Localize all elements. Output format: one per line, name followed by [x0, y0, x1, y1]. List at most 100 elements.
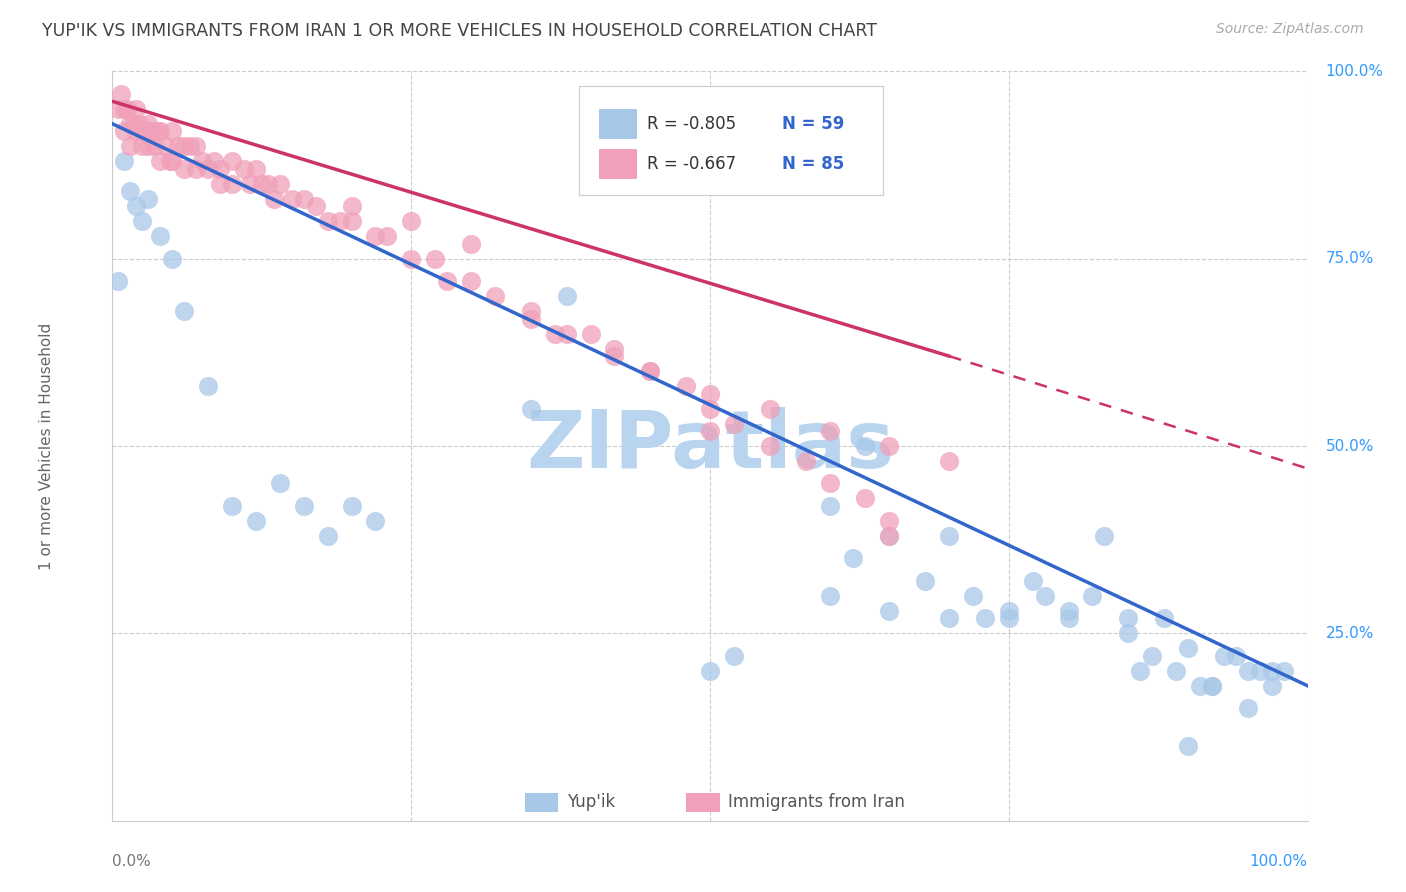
Point	[269, 476, 291, 491]
Point	[221, 177, 243, 191]
Text: Source: ZipAtlas.com: Source: ZipAtlas.com	[1216, 22, 1364, 37]
Point	[1057, 611, 1080, 625]
Point	[998, 611, 1021, 625]
Point	[186, 161, 208, 176]
Point	[209, 177, 232, 191]
Point	[114, 124, 135, 138]
Point	[159, 154, 181, 169]
Point	[292, 192, 315, 206]
Point	[699, 424, 721, 438]
Point	[1177, 739, 1199, 753]
Point	[1142, 648, 1164, 663]
Point	[543, 326, 565, 341]
Point	[1225, 648, 1247, 663]
Point	[818, 589, 841, 603]
Point	[131, 139, 153, 153]
Point	[155, 139, 177, 153]
FancyBboxPatch shape	[524, 793, 558, 812]
Point	[125, 102, 148, 116]
Point	[107, 274, 129, 288]
Point	[1272, 664, 1295, 678]
Point	[197, 161, 219, 176]
Point	[555, 326, 578, 341]
Point	[340, 499, 363, 513]
Point	[818, 499, 841, 513]
Text: Immigrants from Iran: Immigrants from Iran	[728, 793, 905, 811]
Point	[128, 117, 150, 131]
Point	[131, 214, 153, 228]
Point	[938, 529, 960, 543]
Point	[436, 274, 458, 288]
Point	[162, 154, 183, 169]
Point	[1201, 679, 1223, 693]
Point	[305, 199, 328, 213]
Point	[675, 379, 697, 393]
Text: 75.0%: 75.0%	[1326, 252, 1374, 266]
Point	[723, 648, 745, 663]
Text: R = -0.667: R = -0.667	[647, 154, 735, 172]
Point	[759, 401, 782, 416]
Point	[855, 491, 877, 506]
Point	[1022, 574, 1045, 588]
Point	[520, 304, 543, 318]
Point	[162, 124, 183, 138]
Text: ZIPatlas: ZIPatlas	[526, 407, 894, 485]
Point	[879, 529, 901, 543]
Point	[135, 124, 157, 138]
Text: 50.0%: 50.0%	[1326, 439, 1374, 453]
Point	[173, 161, 195, 176]
Point	[245, 514, 267, 528]
Point	[141, 124, 163, 138]
Point	[125, 199, 148, 213]
Point	[699, 401, 721, 416]
Point	[250, 177, 273, 191]
Point	[209, 161, 232, 176]
Point	[998, 604, 1021, 618]
Point	[149, 229, 172, 244]
Point	[340, 199, 363, 213]
Point	[1081, 589, 1104, 603]
Point	[1153, 611, 1175, 625]
Point	[269, 177, 291, 191]
Point	[191, 154, 214, 169]
Point	[233, 161, 256, 176]
Point	[1249, 664, 1271, 678]
Point	[1261, 664, 1284, 678]
Point	[179, 139, 201, 153]
Point	[377, 229, 399, 244]
Point	[149, 124, 172, 138]
Point	[1118, 626, 1140, 640]
Point	[316, 214, 339, 228]
Text: 100.0%: 100.0%	[1326, 64, 1384, 78]
FancyBboxPatch shape	[599, 109, 637, 139]
Point	[167, 139, 190, 153]
Point	[879, 604, 901, 618]
FancyBboxPatch shape	[599, 149, 637, 178]
Point	[239, 177, 262, 191]
Point	[162, 252, 183, 266]
Point	[1261, 679, 1284, 693]
Point	[938, 611, 960, 625]
Point	[640, 364, 662, 378]
Point	[520, 401, 543, 416]
Point	[221, 499, 243, 513]
Point	[914, 574, 936, 588]
Point	[115, 102, 138, 116]
Point	[879, 529, 901, 543]
Point	[1237, 701, 1260, 715]
Point	[107, 102, 129, 116]
Point	[1166, 664, 1188, 678]
Point	[114, 154, 135, 169]
Point	[120, 184, 142, 198]
FancyBboxPatch shape	[686, 793, 720, 812]
Point	[520, 311, 543, 326]
Point	[1094, 529, 1116, 543]
Point	[879, 514, 901, 528]
Point	[146, 124, 169, 138]
Point	[173, 304, 195, 318]
Point	[425, 252, 447, 266]
Point	[1213, 648, 1236, 663]
Point	[122, 117, 145, 131]
Point	[640, 364, 662, 378]
Point	[263, 192, 285, 206]
